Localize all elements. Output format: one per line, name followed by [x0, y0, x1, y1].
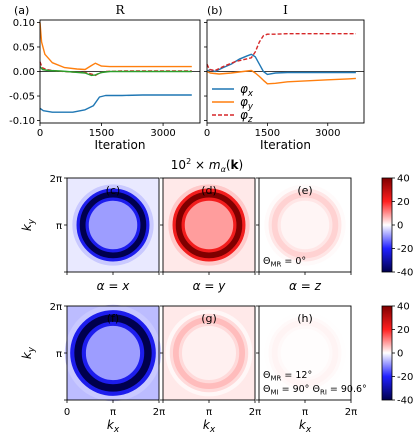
colorbar-tick-label: 0 [397, 221, 403, 232]
x-tick-label: 1500 [89, 128, 114, 139]
heatmap-panel-h: (h) ΘMR = 12°ΘMI = 90° ΘRI = 90.6° π 2π kx [256, 305, 367, 435]
colorbar-row-2: 40 20 0 -20 -40 [381, 302, 413, 407]
panel-label: (g) [201, 312, 217, 325]
legend-label: φz [240, 108, 253, 125]
series-line-phi-z [206, 33, 356, 72]
colorbar-tick-label: 40 [397, 174, 410, 185]
x-tick-label: 3000 [150, 128, 175, 139]
panel-title: I [283, 3, 288, 17]
heatmap-ring-core [175, 191, 243, 259]
series-line-phi-z [39, 61, 192, 77]
panel-title: R [115, 3, 125, 17]
y-tick-label: π [56, 349, 62, 360]
heatmap-ring-core [271, 319, 339, 387]
panel-label: (f) [107, 312, 119, 325]
x-axis-label: kx [203, 418, 216, 435]
heatmap-panel-f: (f) π 2π ky 0 π 2π kx [20, 302, 165, 435]
column-label: α = z [289, 279, 322, 293]
panel-label: (b) [207, 4, 223, 17]
colorbars: 40 20 0 -20 -40 40 20 0 -20 -40 [381, 174, 413, 407]
y-tick-label: π [56, 221, 62, 232]
heatmap-panel-e: (e) ΘMR = 0° α = z [256, 177, 352, 293]
heatmap-inner [277, 197, 333, 253]
y-tick-label: 0.00 [13, 67, 35, 78]
column-label: α = y [193, 279, 227, 293]
x-axis-label: Iteration [260, 138, 311, 152]
colorbar-tick-label: 40 [397, 302, 410, 313]
heatmap-ring-core [74, 314, 152, 392]
heatmap-inner [85, 197, 141, 253]
heatmap-ring-core [271, 191, 339, 259]
series-line-phi-y [39, 22, 192, 71]
colorbar [381, 305, 393, 401]
x-tick-label: 2π [345, 407, 357, 418]
column-label: α = x [97, 279, 131, 293]
heatmap-inner [181, 197, 237, 253]
heatmap-panel-d: (d) α = y [160, 177, 256, 293]
y-tick-label: 2π [50, 302, 62, 313]
series-line-extra [39, 66, 192, 77]
panel-label: (d) [201, 184, 217, 197]
heatmap-panel-c: (c) π 2π ky α = x [20, 174, 160, 293]
annotation: ΘMI = 90° ΘRI = 90.6° [263, 384, 367, 397]
legend-label: φy [240, 95, 254, 112]
x-tick-label: 2π [249, 407, 261, 418]
panel-label: (e) [297, 184, 312, 197]
colorbar [381, 177, 393, 273]
y-tick-label: -0.05 [9, 92, 35, 103]
y-axis-label: ky [20, 218, 37, 231]
colorbar-tick-label: 0 [397, 349, 403, 360]
y-tick-label: -0.10 [9, 116, 35, 127]
x-tick-label: π [110, 407, 116, 418]
heatmap-ring-core [172, 316, 246, 390]
heatmap-ring-core [79, 191, 147, 259]
panel-label: (c) [106, 184, 121, 197]
legend-label: φx [240, 82, 254, 99]
annotation: ΘMR = 0° [263, 256, 306, 269]
colorbar-tick-label: 20 [397, 325, 410, 336]
colorbar-tick-label: -20 [397, 244, 413, 255]
x-tick-label: 3000 [315, 128, 340, 139]
x-tick-label: π [206, 407, 212, 418]
y-axis-label: ky [20, 346, 37, 359]
colorbar-tick-label: -40 [397, 268, 413, 279]
x-tick-label: 1500 [255, 128, 280, 139]
x-axis-label: kx [107, 418, 120, 435]
x-axis-label: Iteration [95, 138, 146, 152]
panel-label: (a) [14, 4, 29, 17]
panel-label: (h) [297, 312, 313, 325]
line-panel-a: 0 1500 3000 Iteration 0.10 0.05 0.00 -0.05 -0.10… [9, 3, 201, 152]
heatmap-inner [81, 321, 145, 385]
heatmap-grid: (c) π 2π ky α = x (d) α = y (e) ΘMR = 0° α = z (f)… [20, 174, 367, 435]
y-tick-label: 2π [50, 174, 62, 185]
colorbar-tick-label: 20 [397, 197, 410, 208]
x-tick-label: π [302, 407, 308, 418]
x-tick-label: 0 [37, 128, 43, 139]
y-tick-label: 0.10 [13, 18, 35, 29]
series-line-phi-x [206, 53, 356, 76]
series-line-phi-x [39, 94, 192, 113]
x-tick-label: 0 [204, 128, 210, 139]
heatmap-panel-g: (g) π 2π kx [160, 305, 261, 435]
colorbar-tick-label: -40 [397, 396, 413, 407]
x-tick-label: 0 [64, 407, 70, 418]
annotation: ΘMR = 12° [263, 370, 312, 383]
x-axis-label: kx [299, 418, 312, 435]
colorbar-tick-label: -20 [397, 372, 413, 383]
x-tick-label: 2π [153, 407, 165, 418]
heatmap-inner [178, 322, 240, 384]
heatmap-title: 102 × mα(k) [171, 157, 243, 174]
series-line-phi-y [206, 69, 356, 85]
y-tick-label: 0.05 [13, 42, 35, 53]
heatmap-inner [277, 325, 333, 381]
colorbar-row-1: 40 20 0 -20 -40 [381, 174, 413, 279]
